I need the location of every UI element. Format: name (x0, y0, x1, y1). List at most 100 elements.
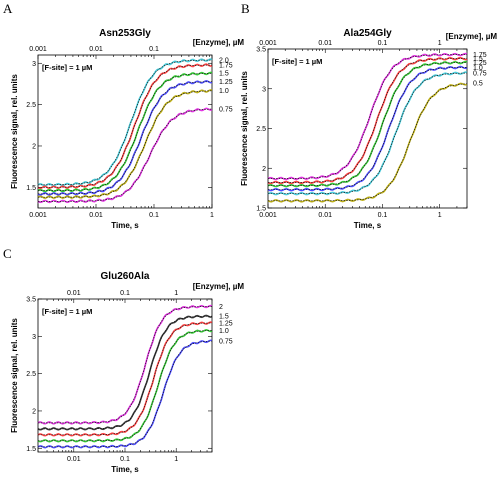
panel-b: B Ala254Gly 0.001 0.01 0.1 1 0.001 0.01 0.1 1 1.5 2… (240, 1, 497, 230)
x2-tick-label: 0.1 (120, 290, 130, 297)
y-tick-label: 1.5 (256, 206, 266, 213)
x-tick-label: 0.1 (378, 212, 388, 219)
x-tick-label: 0.1 (149, 212, 159, 219)
series-data-line (37, 339, 213, 449)
series-fit-line (268, 83, 468, 202)
series-data-line (37, 71, 213, 193)
panel-letter: C (3, 246, 12, 261)
panel-a: A Asn253Gly 0.001 0.01 0.1 1 0.001 0.01 0.1 1.5 2 2… (3, 1, 244, 230)
chart-title: Glu260Ala (101, 271, 150, 282)
series-data-line (37, 58, 213, 187)
series-data-line (267, 60, 468, 188)
series-label: 2.0 (219, 57, 229, 64)
y-tick-label: 2 (262, 166, 266, 173)
y-tick-label: 1.5 (26, 185, 36, 192)
y-tick-label: 2.5 (256, 126, 266, 133)
series-fit-line (38, 306, 212, 424)
x-tick-label: 0.01 (318, 212, 332, 219)
panel-letter: A (3, 1, 13, 16)
series-fit-line (38, 90, 212, 198)
x-axis-title: Time, s (354, 221, 382, 230)
plot-frame (267, 48, 468, 209)
series-fit-line (268, 62, 467, 187)
series-data-line (37, 304, 213, 425)
chart-title: Ala254Gly (343, 28, 392, 39)
series-data-line (267, 65, 468, 192)
series-data-line (37, 328, 213, 443)
series-data-line (37, 107, 213, 204)
series-fit-line (38, 108, 212, 202)
y-tick-label: 3.5 (256, 47, 266, 54)
annotation: [F-site] = 1 µM (272, 57, 322, 66)
x-axis-title: Time, s (111, 221, 139, 230)
series-data-line (37, 314, 213, 431)
x2-tick-label: 0.01 (89, 46, 103, 53)
y-tick-label: 3 (262, 86, 266, 93)
series-label: 1.25 (473, 60, 487, 67)
annotation: [F-site] = 1 µM (42, 63, 92, 72)
x-tick-label: 0.001 (29, 212, 47, 219)
series-fit-line (38, 64, 213, 188)
x-tick-label: 1 (438, 212, 442, 219)
x2-axis-title: [Enzyme], µM (193, 38, 245, 47)
series-label: 1.5 (219, 71, 229, 78)
y-tick-label: 1.5 (26, 446, 36, 453)
y-tick-label: 3 (32, 334, 36, 341)
series-fit-line (268, 72, 468, 195)
annotation: [F-site] = 1 µM (42, 307, 92, 316)
x2-tick-label: 1 (438, 40, 442, 47)
series-fit-line (38, 59, 213, 186)
series-data-line (267, 82, 468, 203)
y-tick-label: 2.5 (26, 102, 36, 109)
x-tick-label: 0.1 (120, 456, 130, 463)
x2-axis-title: [Enzyme], µM (446, 32, 498, 41)
x-tick-label: 1 (174, 456, 178, 463)
y-tick-label: 2 (32, 408, 36, 415)
series-fit-line (268, 67, 467, 191)
series-label: 1.75 (473, 52, 487, 59)
x2-tick-label: 0.001 (259, 40, 277, 47)
panel-c: C Glu260Ala 0.01 0.1 1 0.01 0.1 1 1.5 2 2.5 3 3.5 Tim… (3, 246, 244, 474)
x2-tick-label: 0.001 (29, 46, 47, 53)
x2-tick-label: 0.1 (378, 40, 388, 47)
series-fit-line (38, 315, 212, 430)
x2-axis-title: [Enzyme], µM (193, 282, 245, 291)
x-axis-title: Time, s (111, 465, 139, 474)
series-data-line (37, 321, 213, 437)
series-data-line (267, 56, 468, 185)
chart-title: Asn253Gly (99, 28, 151, 39)
series-label: 1.25 (219, 79, 233, 86)
series-data-line (37, 89, 213, 200)
y-axis-title: Fluorescence signal, rel. units (240, 71, 249, 186)
y-tick-label: 2 (32, 143, 36, 150)
panel-letter: B (241, 1, 250, 16)
x-tick-label: 1 (210, 212, 214, 219)
series-fit-line (38, 340, 213, 448)
series-label: 0.75 (219, 106, 233, 113)
x-tick-label: 0.01 (89, 212, 103, 219)
series-data-line (267, 52, 468, 181)
series-label: 0.75 (219, 338, 233, 345)
series-label: 1.0 (473, 65, 483, 72)
series-label: 1.0 (219, 328, 229, 335)
series-fit-line (38, 330, 213, 442)
series-data-line (37, 79, 213, 196)
series-data-line (37, 63, 213, 190)
y-tick-label: 3 (32, 61, 36, 68)
y-axis-title: Fluorescence signal, rel. units (10, 74, 19, 189)
series-label: 0.75 (473, 70, 487, 77)
series-label: 1.25 (219, 320, 233, 327)
series-label: 1.75 (219, 62, 233, 69)
series-label: 2 (219, 304, 223, 311)
series-fit-line (268, 54, 467, 179)
series-fit-line (38, 72, 213, 191)
series-label: 0.5 (473, 81, 483, 88)
series-fit-line (268, 58, 467, 183)
series-label: 1.5 (219, 314, 229, 321)
x2-tick-label: 0.01 (318, 40, 332, 47)
x2-tick-label: 1 (174, 290, 178, 297)
series-data-line (267, 71, 468, 196)
series-label: 1.5 (473, 56, 483, 63)
x-tick-label: 0.001 (259, 212, 277, 219)
x-tick-label: 0.01 (67, 456, 81, 463)
